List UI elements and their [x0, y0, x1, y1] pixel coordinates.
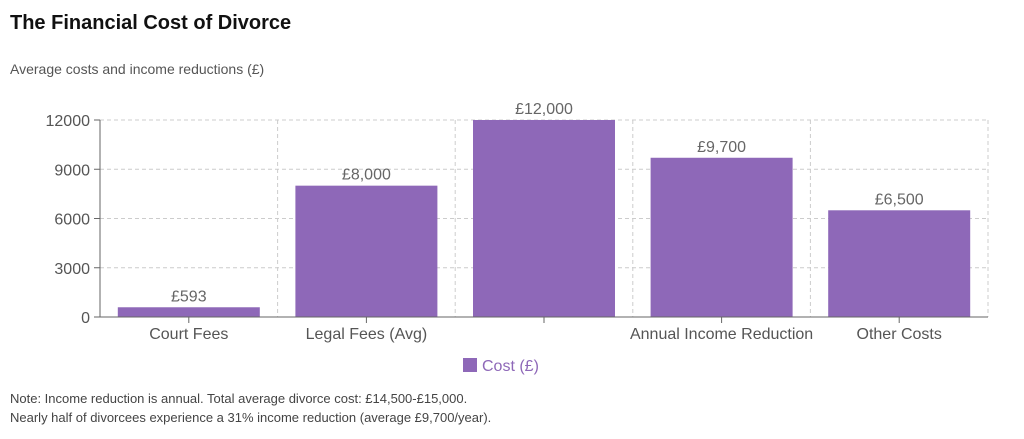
chart-title: The Financial Cost of Divorce: [10, 12, 292, 34]
data-label: £8,000: [342, 167, 391, 184]
y-tick-label: 12000: [46, 113, 91, 130]
y-tick-label: 6000: [54, 212, 90, 229]
x-tick-label: Annual Income Reduction: [630, 326, 813, 343]
data-label: £12,000: [515, 101, 573, 118]
chart-subtitle: Average costs and income reductions (£): [10, 61, 265, 77]
x-tick-label: Legal Fees (Avg): [306, 326, 428, 343]
data-label: £6,500: [875, 191, 924, 208]
bar: [828, 210, 971, 317]
y-tick-label: 9000: [54, 162, 90, 179]
bar: [295, 185, 438, 317]
footnote-2: Nearly half of divorcees experience a 31…: [10, 410, 492, 425]
bar: [117, 307, 260, 317]
legend: Cost (£): [463, 358, 539, 375]
x-tick-label: Other Costs: [857, 326, 942, 343]
y-tick-label: 3000: [54, 261, 90, 278]
x-tick-label: Court Fees: [149, 326, 228, 343]
legend-swatch: [463, 358, 477, 372]
legend-label: Cost (£): [482, 358, 539, 375]
footnote-1: Note: Income reduction is annual. Total …: [10, 391, 468, 406]
bar: [473, 120, 615, 317]
data-label: £593: [171, 288, 207, 305]
data-label: £9,700: [697, 139, 746, 156]
bar: [650, 157, 793, 317]
y-tick-label: 0: [81, 310, 90, 327]
